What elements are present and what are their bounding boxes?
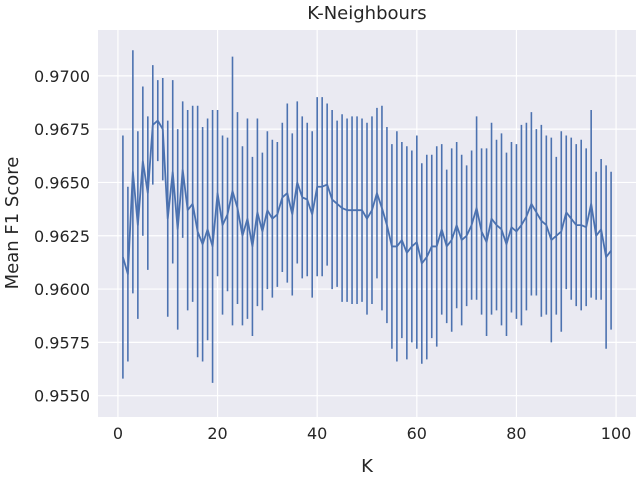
x-tick-label: 100 — [601, 424, 632, 443]
y-tick-label: 0.9625 — [34, 227, 90, 246]
mean-f1-line — [122, 119, 612, 276]
y-tick-label: 0.9650 — [34, 173, 90, 192]
x-tick-label: 0 — [113, 424, 123, 443]
y-tick-label: 0.9700 — [34, 67, 90, 86]
y-tick-label: 0.9600 — [34, 280, 90, 299]
x-tick-label: 40 — [307, 424, 327, 443]
x-tick-label: 80 — [506, 424, 526, 443]
y-tick-labels: 0.9550 0.9575 0.9600 0.9625 0.9650 0.9675 0.97… — [34, 67, 90, 406]
x-axis-label: K — [361, 456, 374, 477]
x-tick-label: 20 — [207, 424, 227, 443]
y-tick-label: 0.9575 — [34, 333, 90, 352]
y-axis-label: Mean F1 Score — [2, 157, 23, 290]
y-tick-label: 0.9550 — [34, 387, 90, 406]
chart-title: K-Neighbours — [307, 3, 426, 24]
x-tick-label: 60 — [407, 424, 427, 443]
x-tick-labels: 0 20 40 60 80 100 — [113, 424, 632, 443]
y-tick-label: 0.9675 — [34, 120, 90, 139]
mean-line — [122, 119, 612, 276]
